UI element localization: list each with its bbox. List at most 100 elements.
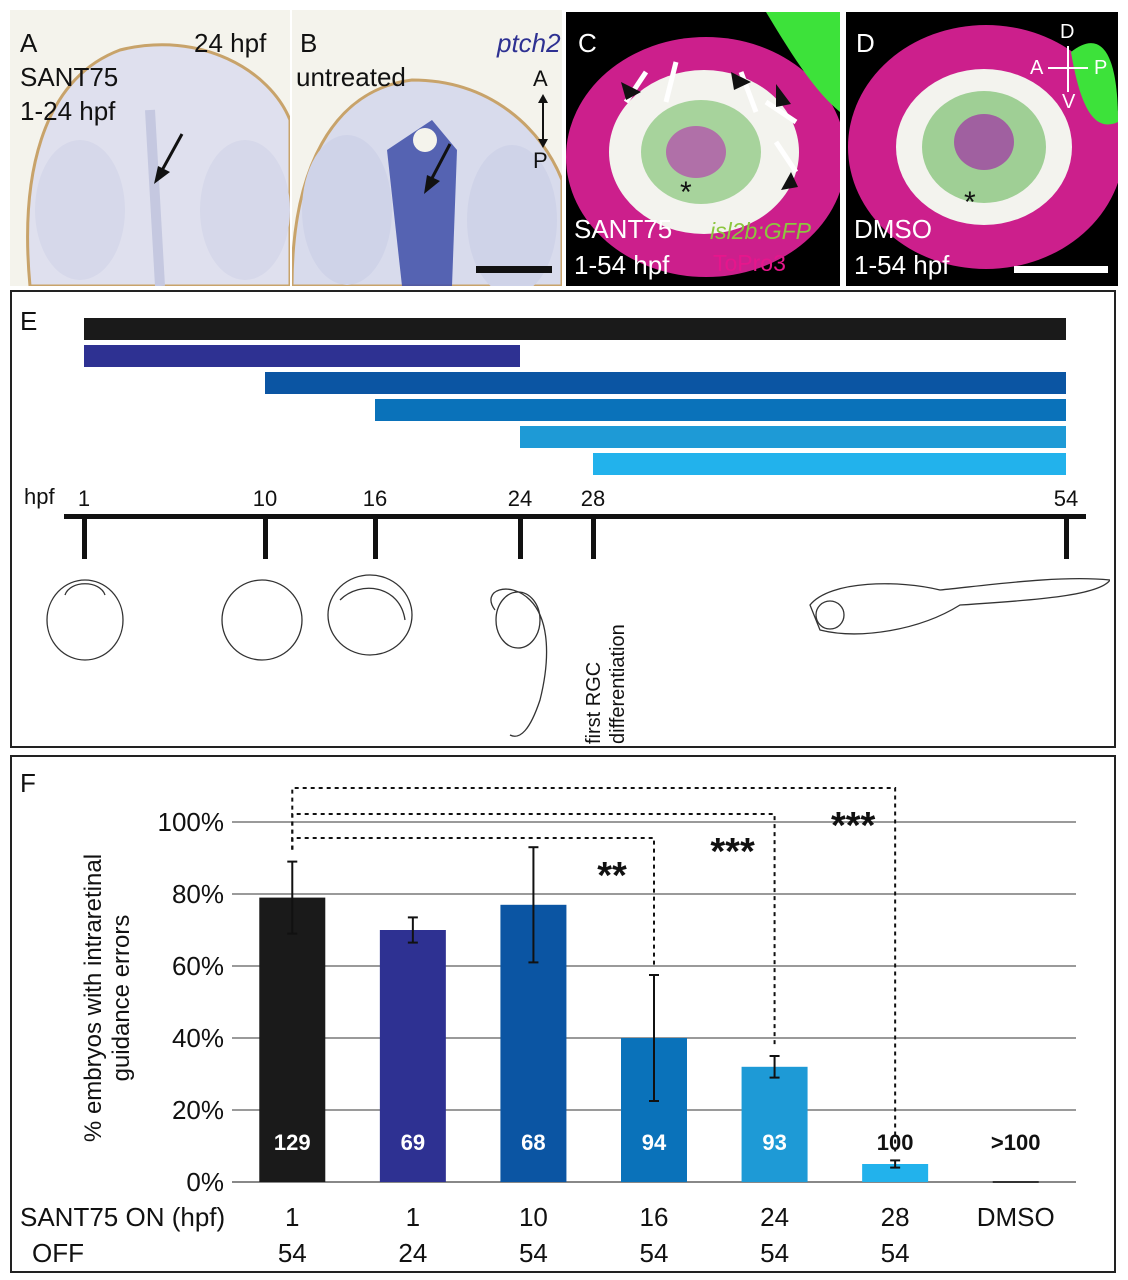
bar <box>862 1164 929 1182</box>
timeline-tick-label: 10 <box>252 486 278 511</box>
n-label: 93 <box>762 1130 786 1155</box>
timeline-tick-mark <box>82 519 87 559</box>
n-label: 94 <box>642 1130 667 1155</box>
significance-bracket <box>291 787 897 1153</box>
x-tick-off: 54 <box>640 1238 669 1268</box>
panel-a-treatment: SANT75 <box>20 62 119 92</box>
panel-a-stage: 24 hpf <box>194 28 267 58</box>
timeline-tick-mark <box>518 519 523 559</box>
x-tick-off: 54 <box>519 1238 548 1268</box>
bar <box>379 930 446 1182</box>
panel-b-condition: untreated <box>296 62 406 92</box>
panel-c-treatment: SANT75 <box>574 214 673 244</box>
x-tick-off: 54 <box>278 1238 307 1268</box>
stage-24hpf-embryo <box>490 588 548 737</box>
y-tick-label: 40% <box>172 1023 224 1053</box>
timeline-tick-label: 1 <box>77 486 91 511</box>
bar <box>259 897 326 1182</box>
n-label: 129 <box>274 1130 311 1155</box>
n-label: 69 <box>401 1130 425 1155</box>
compass-a: A <box>1030 57 1044 79</box>
y-tick-label: 80% <box>172 879 224 909</box>
x-tick-off: 54 <box>760 1238 789 1268</box>
compass-arrows-icon <box>1048 46 1088 92</box>
panel-e-letter: E <box>20 306 38 336</box>
compass-v: V <box>1062 91 1076 113</box>
retina-image-d <box>848 25 1118 269</box>
panel-c-time: 1-54 hpf <box>574 250 670 280</box>
timeline-axis <box>64 514 1086 519</box>
x-tick-off: 54 <box>881 1238 910 1268</box>
treatment-bar <box>265 372 1066 394</box>
timeline-tick-label: 28 <box>580 486 606 511</box>
panel-a-time: 1-24 hpf <box>20 96 116 126</box>
x-tick-on: 1 <box>285 1202 299 1232</box>
panel-d-letter: D <box>856 28 875 58</box>
significance-bracket <box>291 837 655 967</box>
panel-c-image <box>566 12 840 286</box>
axis-double-arrow-icon <box>538 94 548 148</box>
treatment-bar <box>375 399 1066 421</box>
timeline-tick-label: 16 <box>362 486 388 511</box>
panel-d-time: 1-54 hpf <box>854 250 950 280</box>
x-tick-off: 24 <box>398 1238 427 1268</box>
panel-a-letter: A <box>20 28 38 58</box>
panel-b-gene: ptch2 <box>497 28 561 58</box>
panel-e-frame <box>10 290 1116 748</box>
marker-isl2b: isl2b:GFP <box>710 218 811 244</box>
x-tick-on: 24 <box>760 1202 789 1232</box>
asterisk-d: * <box>964 186 976 219</box>
stage-10hpf-embryo <box>221 579 303 661</box>
y-tick-label: 60% <box>172 951 224 981</box>
guidance-error-bar-chart: 0% 20% 40% 60% 80% 100% 129 1 54 69 1 24 68 10 54 94 16 5… <box>20 787 1076 1268</box>
x-tick-on: 1 <box>406 1202 420 1232</box>
x-tick-on: DMSO <box>977 1202 1055 1232</box>
timeline-tick-label: 54 <box>1053 486 1079 511</box>
scale-bar-b <box>476 266 552 273</box>
compass-p: P <box>1094 57 1108 79</box>
timeline-tick-label: 24 <box>507 486 533 511</box>
panel-d-treatment: DMSO <box>854 214 932 244</box>
panel-f-frame <box>10 755 1116 1273</box>
treatment-bar <box>520 426 1066 448</box>
bar <box>741 1066 808 1182</box>
embryo-stage-drawings <box>46 574 1110 737</box>
x-tick-on: 10 <box>519 1202 548 1232</box>
n-label: 68 <box>521 1130 545 1155</box>
panel-b-letter: B <box>300 28 318 58</box>
treatment-bar <box>593 453 1066 475</box>
y-tick-label: 20% <box>172 1095 224 1125</box>
panel-a-arrow-icon <box>154 133 184 184</box>
panel-f-letter: F <box>20 768 36 798</box>
timeline-tick-mark <box>591 519 596 559</box>
marker-topro3: ToPro3 <box>713 250 786 276</box>
treatment-bar <box>84 345 520 367</box>
timeline-tick-mark <box>373 519 378 559</box>
hpf-axis-label: hpf <box>24 484 55 509</box>
compass-d: D <box>1060 21 1075 43</box>
timeline-tick-mark <box>1064 519 1069 559</box>
axis-label-posterior: P <box>533 148 548 173</box>
significance-label: *** <box>710 831 755 873</box>
n-label: >100 <box>991 1130 1041 1155</box>
x-tick-on: 16 <box>640 1202 669 1232</box>
treatment-bar <box>84 318 1066 340</box>
x-tick-on: 28 <box>881 1202 910 1232</box>
panel-c-letter: C <box>578 28 597 58</box>
asterisk-c: * <box>680 176 692 209</box>
significance-label: *** <box>831 805 876 847</box>
y-tick-label: 100% <box>158 807 225 837</box>
timeline-tick-mark <box>263 519 268 559</box>
scale-bar-d <box>1014 266 1108 273</box>
significance-label: ** <box>597 855 627 897</box>
y-tick-label: 0% <box>186 1167 224 1197</box>
axis-label-anterior: A <box>533 66 548 91</box>
panel-d-image <box>846 12 1118 286</box>
stage-54hpf-larva <box>809 578 1110 635</box>
x-row-label-on: SANT75 ON (hpf) <box>20 1202 225 1232</box>
stage-16hpf-embryo <box>327 574 413 656</box>
x-row-label-off: OFF <box>32 1238 84 1268</box>
retina-image-c <box>566 12 840 277</box>
panel-a-image <box>10 10 290 286</box>
embryo-section-a <box>26 43 290 286</box>
